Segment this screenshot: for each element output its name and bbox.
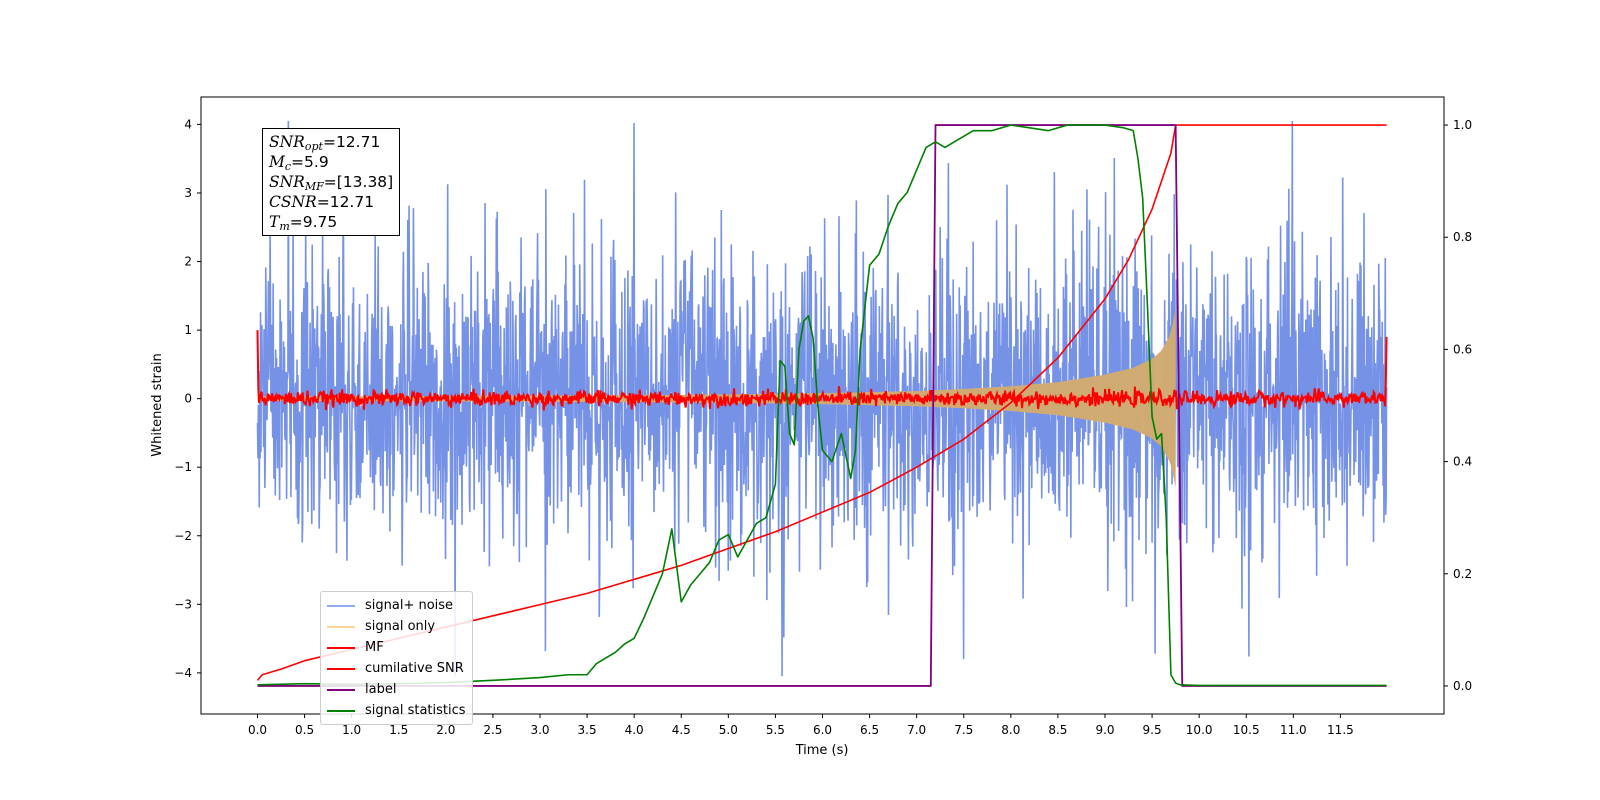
y2-tick-label: 0.6 <box>1453 342 1472 356</box>
annot-tm: Tm=9.75 <box>269 213 338 233</box>
x-axis: 0.0 0.5 1.0 1.5 2.0 2.5 3.0 3.5 4.0 4.5 5.0 5.5 6.0 6… <box>248 714 1354 737</box>
x-tick-label: 9.0 <box>1095 723 1114 737</box>
y2-tick-label: 0.0 <box>1453 679 1472 693</box>
y-tick-label: 1 <box>184 323 192 337</box>
y-tick-label: −4 <box>174 666 192 680</box>
legend-entry: signal+ noise <box>327 595 466 616</box>
x-tick-label: 7.0 <box>907 723 926 737</box>
x-tick-label: 0.5 <box>295 723 314 737</box>
annot-mc: Mc=5.9 <box>269 153 329 173</box>
legend-entry: label <box>327 679 466 700</box>
x-tick-label: 10.5 <box>1233 723 1260 737</box>
y2-tick-label: 0.2 <box>1453 567 1472 581</box>
x-tick-label: 11.5 <box>1327 723 1354 737</box>
legend-entry: MF <box>327 637 466 658</box>
legend: signal+ noise signal only MF cumilative … <box>320 591 473 725</box>
legend-entry: signal only <box>327 616 466 637</box>
x-tick-label: 5.5 <box>766 723 785 737</box>
y-tick-label: −2 <box>174 529 192 543</box>
y-tick-label: 2 <box>184 255 192 269</box>
x-tick-label: 4.5 <box>672 723 691 737</box>
x-tick-label: 10.0 <box>1186 723 1213 737</box>
x-tick-label: 8.5 <box>1048 723 1067 737</box>
series-signal-plus-noise <box>256 120 1388 677</box>
plot-area <box>256 120 1388 687</box>
y-axis-label: Whitened strain <box>150 353 165 456</box>
y2-tick-label: 1.0 <box>1453 118 1472 132</box>
x-tick-label: 9.5 <box>1143 723 1162 737</box>
legend-label: signal statistics <box>365 703 466 718</box>
x-tick-label: 0.0 <box>248 723 267 737</box>
legend-swatch <box>327 625 355 628</box>
annot-snr-mf: SNRMF=[13.38] <box>269 173 394 193</box>
x-tick-label: 2.0 <box>436 723 455 737</box>
series-mf <box>256 330 1388 412</box>
y2-tick-label: 0.4 <box>1453 455 1472 469</box>
y2-tick-label: 0.8 <box>1453 230 1472 244</box>
x-tick-label: 6.0 <box>813 723 832 737</box>
x-tick-label: 3.5 <box>578 723 597 737</box>
y-tick-label: −1 <box>174 460 192 474</box>
series-signal-statistics <box>257 124 1387 687</box>
legend-swatch <box>327 646 355 649</box>
y-tick-label: 3 <box>184 186 192 200</box>
x-tick-label: 6.5 <box>860 723 879 737</box>
x-tick-label: 5.0 <box>719 723 738 737</box>
y-tick-label: 4 <box>184 117 192 131</box>
x-tick-label: 4.0 <box>625 723 644 737</box>
x-tick-label: 1.0 <box>342 723 361 737</box>
x-axis-label: Time (s) <box>795 743 849 758</box>
y-axis-right: 0.0 0.2 0.4 0.6 0.8 1.0 <box>1444 118 1472 693</box>
y-tick-label: −3 <box>174 597 192 611</box>
legend-label: cumilative SNR <box>365 661 464 676</box>
legend-label: label <box>365 682 397 697</box>
y-tick-label: 0 <box>184 392 192 406</box>
legend-entry: cumilative SNR <box>327 658 466 679</box>
x-tick-label: 11.0 <box>1280 723 1307 737</box>
legend-label: MF <box>365 640 384 655</box>
x-tick-label: 8.0 <box>1001 723 1020 737</box>
legend-label: signal only <box>365 619 436 634</box>
legend-entry: signal statistics <box>327 700 466 721</box>
legend-swatch <box>327 667 355 670</box>
x-tick-label: 2.5 <box>483 723 502 737</box>
annot-csnr: CSNR=12.71 <box>269 193 375 211</box>
legend-swatch <box>327 604 355 607</box>
legend-label: signal+ noise <box>365 598 454 613</box>
stats-annotation-box: SNRopt=12.71 Mc=5.9 SNRMF=[13.38] CSNR=1… <box>262 128 401 236</box>
x-tick-label: 3.0 <box>530 723 549 737</box>
x-tick-label: 1.5 <box>389 723 408 737</box>
legend-swatch <box>327 688 355 691</box>
x-tick-label: 7.5 <box>954 723 973 737</box>
y-axis-left: −4 −3 −2 −1 0 1 2 3 4 <box>174 117 201 680</box>
annot-snr-opt: SNRopt=12.71 <box>269 133 381 153</box>
legend-swatch <box>327 709 355 712</box>
